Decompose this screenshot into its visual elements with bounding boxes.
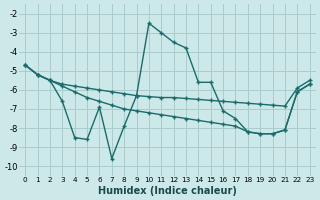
X-axis label: Humidex (Indice chaleur): Humidex (Indice chaleur) — [98, 186, 237, 196]
